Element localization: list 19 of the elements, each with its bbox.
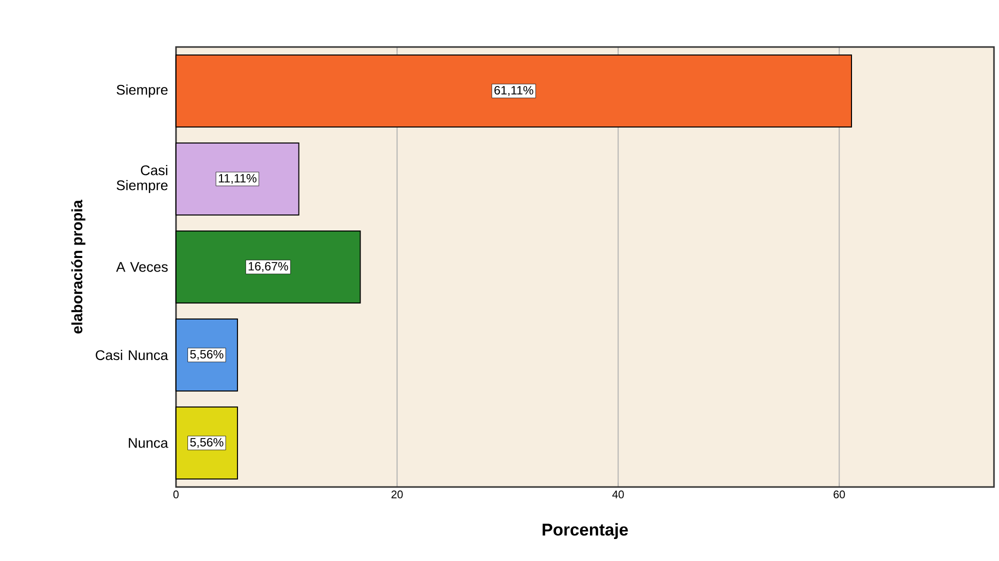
data-label: 5,56%	[190, 350, 224, 360]
y-tick-label: Casi Siempre	[116, 164, 168, 194]
y-tick-label: A Veces	[116, 262, 168, 272]
bar	[176, 142, 300, 216]
x-tick-label: 20	[392, 490, 403, 498]
y-tick-label: Casi Nunca	[96, 350, 168, 360]
x-tick-label: 0	[173, 490, 179, 498]
data-label: 16,67%	[248, 262, 288, 272]
data-label: 61,11%	[494, 86, 534, 96]
y-axis-title: elaboración propia	[71, 200, 86, 334]
data-label: 5,56%	[190, 438, 224, 448]
data-label: 11,11%	[218, 174, 256, 184]
y-tick-label: Siempre	[116, 84, 168, 98]
bar	[176, 54, 852, 128]
x-axis-title: Porcentaje	[542, 523, 628, 540]
x-tick-label: 40	[612, 490, 624, 498]
y-tick-label: Nunca	[128, 438, 168, 448]
x-tick-label: 60	[834, 490, 845, 498]
bar	[176, 230, 361, 304]
